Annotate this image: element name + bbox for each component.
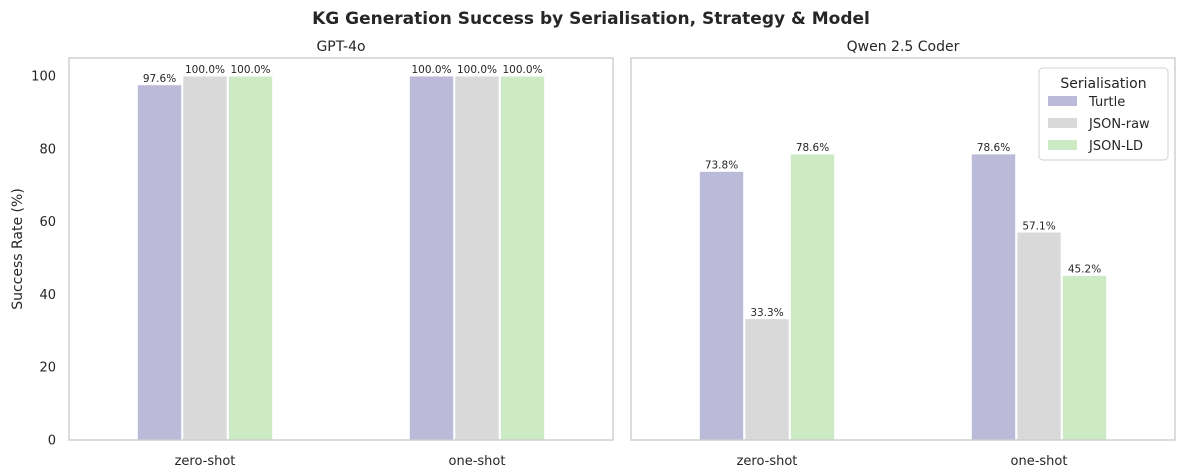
legend-box <box>1038 67 1169 161</box>
panel-gpt-4o: GPT-4o 0 20 40 60 80 100 97.6% 100.0% 100.0% zero-… <box>31 39 614 469</box>
bar-value-label: 100.0% <box>230 64 270 76</box>
figure-title: KG Generation Success by Serialisation, … <box>312 9 870 29</box>
bar-json-raw-one-shot <box>454 75 500 441</box>
bar-value-label: 100.0% <box>457 64 497 76</box>
y-tick-label: 0 <box>48 434 56 449</box>
y-tick-label: 80 <box>39 142 56 157</box>
axes-frame <box>68 57 614 441</box>
legend-swatch-turtle <box>1048 96 1077 106</box>
x-tick-label: zero-shot <box>737 454 798 469</box>
legend-swatch-json-ld <box>1048 140 1077 150</box>
bar-json-raw-zero-shot <box>182 75 228 441</box>
panel-qwen-2-5-coder: Qwen 2.5 Coder 73.8% 33.3% 78.6% zero-shot 78… <box>630 39 1176 469</box>
y-axis-label: Success Rate (%) <box>10 188 26 310</box>
bar-json-ld-one-shot <box>500 75 545 441</box>
x-tick-label: one-shot <box>1011 454 1068 469</box>
bar-json-ld-one-shot <box>1062 275 1107 441</box>
bar-value-label: 100.0% <box>502 64 542 76</box>
y-tick-label: 20 <box>39 361 56 376</box>
bar-json-raw-zero-shot <box>744 318 790 441</box>
bar-turtle-zero-shot <box>137 84 182 441</box>
bar-value-label: 73.8% <box>705 160 738 172</box>
legend-title: Serialisation <box>1060 76 1146 92</box>
bar-turtle-one-shot <box>409 75 454 441</box>
legend: Serialisation Turtle JSON-raw JSON-LD <box>1038 67 1169 161</box>
y-tick-label: 100 <box>31 70 56 85</box>
bar-turtle-one-shot <box>971 153 1016 441</box>
y-tick-label: 40 <box>39 288 56 303</box>
legend-label-turtle: Turtle <box>1088 95 1125 110</box>
panels: GPT-4o 0 20 40 60 80 100 97.6% 100.0% 100.0% zero-… <box>31 39 1176 469</box>
legend-swatch-json-raw <box>1048 118 1077 128</box>
bar-value-label: 97.6% <box>143 73 176 85</box>
bar-value-label: 78.6% <box>977 142 1010 154</box>
y-tick-label: 60 <box>39 215 56 230</box>
bar-value-label: 57.1% <box>1022 220 1055 232</box>
legend-label-json-ld: JSON-LD <box>1088 139 1143 154</box>
bar-value-label: 33.3% <box>750 307 783 319</box>
bar-json-ld-zero-shot <box>790 153 835 441</box>
legend-label-json-raw: JSON-raw <box>1088 117 1150 132</box>
bar-json-ld-zero-shot <box>228 75 273 441</box>
bar-value-label: 100.0% <box>411 64 451 76</box>
bar-json-raw-one-shot <box>1016 231 1062 441</box>
bar-turtle-zero-shot <box>699 171 744 441</box>
bar-value-label: 78.6% <box>796 142 829 154</box>
bar-value-label: 45.2% <box>1068 264 1101 276</box>
x-tick-label: one-shot <box>449 454 506 469</box>
axes-frame <box>630 57 1176 441</box>
panel-title: Qwen 2.5 Coder <box>847 39 960 55</box>
panel-title: GPT-4o <box>316 39 365 55</box>
x-tick-label: zero-shot <box>175 454 236 469</box>
bar-value-label: 100.0% <box>185 64 225 76</box>
